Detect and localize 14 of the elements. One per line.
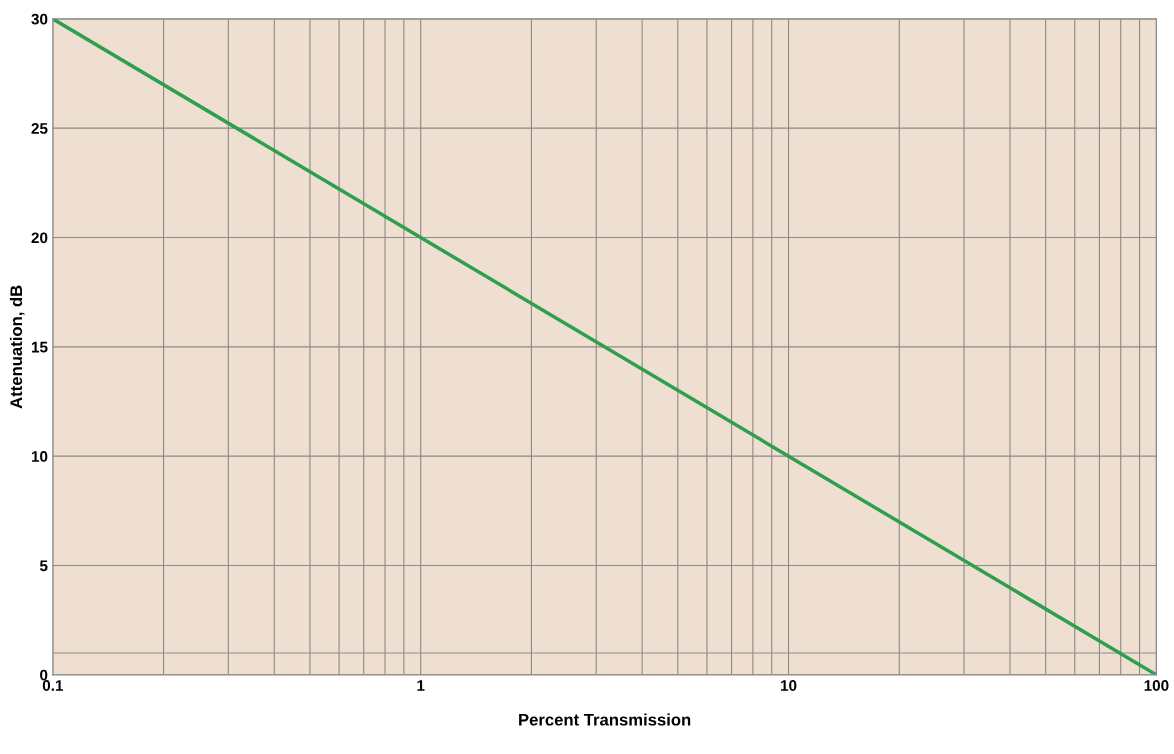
y-tick-label: 0 [40,669,48,681]
line-series [52,18,1157,675]
y-tick-label: 30 [31,13,48,25]
y-axis-title: Attenuation, dB [9,285,25,409]
y-tick-label: 10 [31,451,48,462]
y-tick-label: 5 [39,560,48,572]
x-tick-label: 10 [781,680,797,691]
x-tick-label: 0.1 [42,680,64,691]
x-tick-label: 100 [1144,680,1169,691]
x-axis-title: Percent Transmission [519,713,691,726]
y-tick-label: 15 [31,341,48,353]
x-tick-label: 1 [417,680,425,691]
y-tick-label: 25 [31,123,48,134]
y-tick-label: 20 [31,232,48,244]
